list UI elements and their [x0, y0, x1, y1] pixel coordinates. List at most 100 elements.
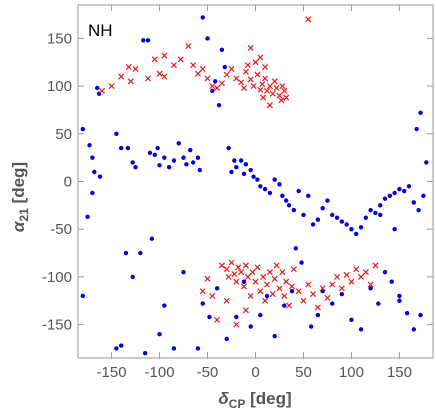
data-point-cross: [177, 56, 184, 63]
data-point-cross: [156, 70, 163, 77]
data-point-cross: [276, 92, 283, 99]
data-point-cross: [300, 297, 307, 304]
data-point-dot: [97, 174, 103, 179]
data-point-cross: [290, 266, 297, 273]
x-axis-label-sub: CP: [229, 397, 246, 411]
data-point-dot: [114, 131, 119, 136]
data-point-cross: [228, 65, 235, 72]
data-point-dot: [90, 155, 95, 160]
data-point-cross: [170, 62, 177, 69]
data-point-dot: [130, 274, 135, 280]
data-point-cross: [118, 73, 125, 80]
data-point-cross: [185, 43, 192, 50]
data-point-dot: [330, 212, 335, 218]
x-tick-label: -50: [197, 364, 219, 381]
data-point-cross: [151, 56, 158, 63]
data-point-cross: [223, 266, 230, 273]
data-point-dot: [241, 279, 247, 284]
x-tick-label: 50: [295, 364, 312, 381]
data-point-dot: [149, 236, 155, 241]
data-point-cross: [223, 297, 230, 304]
data-point-dot: [248, 324, 253, 329]
data-point-dot: [376, 301, 381, 306]
data-point-dot: [205, 36, 210, 41]
data-point-cross: [305, 16, 312, 23]
data-point-cross: [238, 79, 245, 86]
data-point-cross: [204, 75, 211, 82]
data-point-cross: [249, 269, 256, 276]
data-point-cross: [314, 304, 321, 311]
data-point-dot: [411, 327, 417, 332]
data-point-cross: [240, 283, 248, 290]
data-point-cross: [250, 83, 257, 90]
data-point-cross: [214, 84, 221, 92]
data-point-dot: [284, 198, 289, 203]
data-point-dot: [293, 246, 298, 251]
x-axis-label: δCP [deg]: [218, 389, 291, 411]
data-point-dot: [243, 162, 249, 167]
data-point-dot: [368, 207, 373, 213]
y-tick-label: 100: [47, 78, 72, 95]
data-point-dot: [301, 212, 306, 218]
data-point-cross: [247, 76, 254, 83]
data-point-dot: [320, 206, 325, 211]
data-point-cross: [223, 71, 230, 78]
data-point-dot: [330, 301, 335, 306]
data-point-dot: [229, 169, 234, 175]
data-point-cross: [161, 73, 168, 80]
data-point-dot: [166, 164, 172, 170]
data-point-cross: [310, 291, 317, 298]
data-point-dot: [80, 126, 85, 132]
data-point-dot: [308, 324, 314, 329]
data-point-cross: [295, 288, 302, 295]
data-point-dot: [195, 155, 201, 160]
data-point-cross: [263, 281, 271, 288]
data-point-cross: [286, 302, 293, 309]
data-point-dot: [344, 222, 349, 227]
data-point-cross: [228, 259, 235, 266]
data-point-dot: [190, 160, 196, 165]
data-point-cross: [266, 83, 273, 90]
data-point-dot: [188, 147, 193, 153]
data-point-cross: [218, 80, 225, 87]
data-point-cross: [218, 262, 225, 269]
data-point-dot: [171, 158, 177, 163]
data-point-dot: [213, 79, 218, 84]
x-tick-label: -100: [145, 364, 175, 381]
data-point-cross: [254, 264, 261, 271]
y-tick-label: -150: [42, 317, 72, 334]
data-point-cross: [209, 83, 216, 90]
data-point-cross: [266, 102, 273, 109]
data-point-dot: [123, 250, 129, 256]
data-point-cross: [260, 273, 267, 280]
data-point-dot: [94, 85, 100, 91]
data-point-dot: [200, 15, 205, 20]
data-point-dot: [85, 214, 90, 219]
data-point-dot: [171, 346, 177, 351]
data-point-cross: [235, 264, 242, 271]
data-point-cross: [262, 297, 269, 304]
x-tick-label: 150: [387, 364, 412, 381]
data-point-dot: [207, 314, 212, 320]
data-point-dot: [210, 88, 215, 94]
data-point-cross: [260, 94, 267, 101]
data-point-dot: [214, 286, 220, 291]
data-point-dot: [424, 160, 429, 165]
data-point-dot: [226, 145, 231, 151]
data-point-dot: [145, 38, 151, 43]
data-point-dot: [392, 227, 397, 232]
data-point-cross: [108, 83, 115, 90]
data-point-dot: [282, 303, 287, 308]
y-tick-label: 0: [64, 174, 72, 191]
data-point-dot: [142, 351, 148, 356]
data-point-dot: [296, 188, 301, 194]
data-point-cross: [271, 275, 278, 282]
data-point-dot: [176, 141, 181, 146]
data-point-cross: [125, 63, 132, 71]
data-point-dot: [306, 193, 311, 199]
data-point-cross: [98, 87, 106, 94]
data-point-dot: [181, 269, 186, 275]
data-point-dot: [411, 200, 417, 205]
data-point-dot: [258, 184, 263, 189]
data-point-cross: [279, 269, 286, 276]
